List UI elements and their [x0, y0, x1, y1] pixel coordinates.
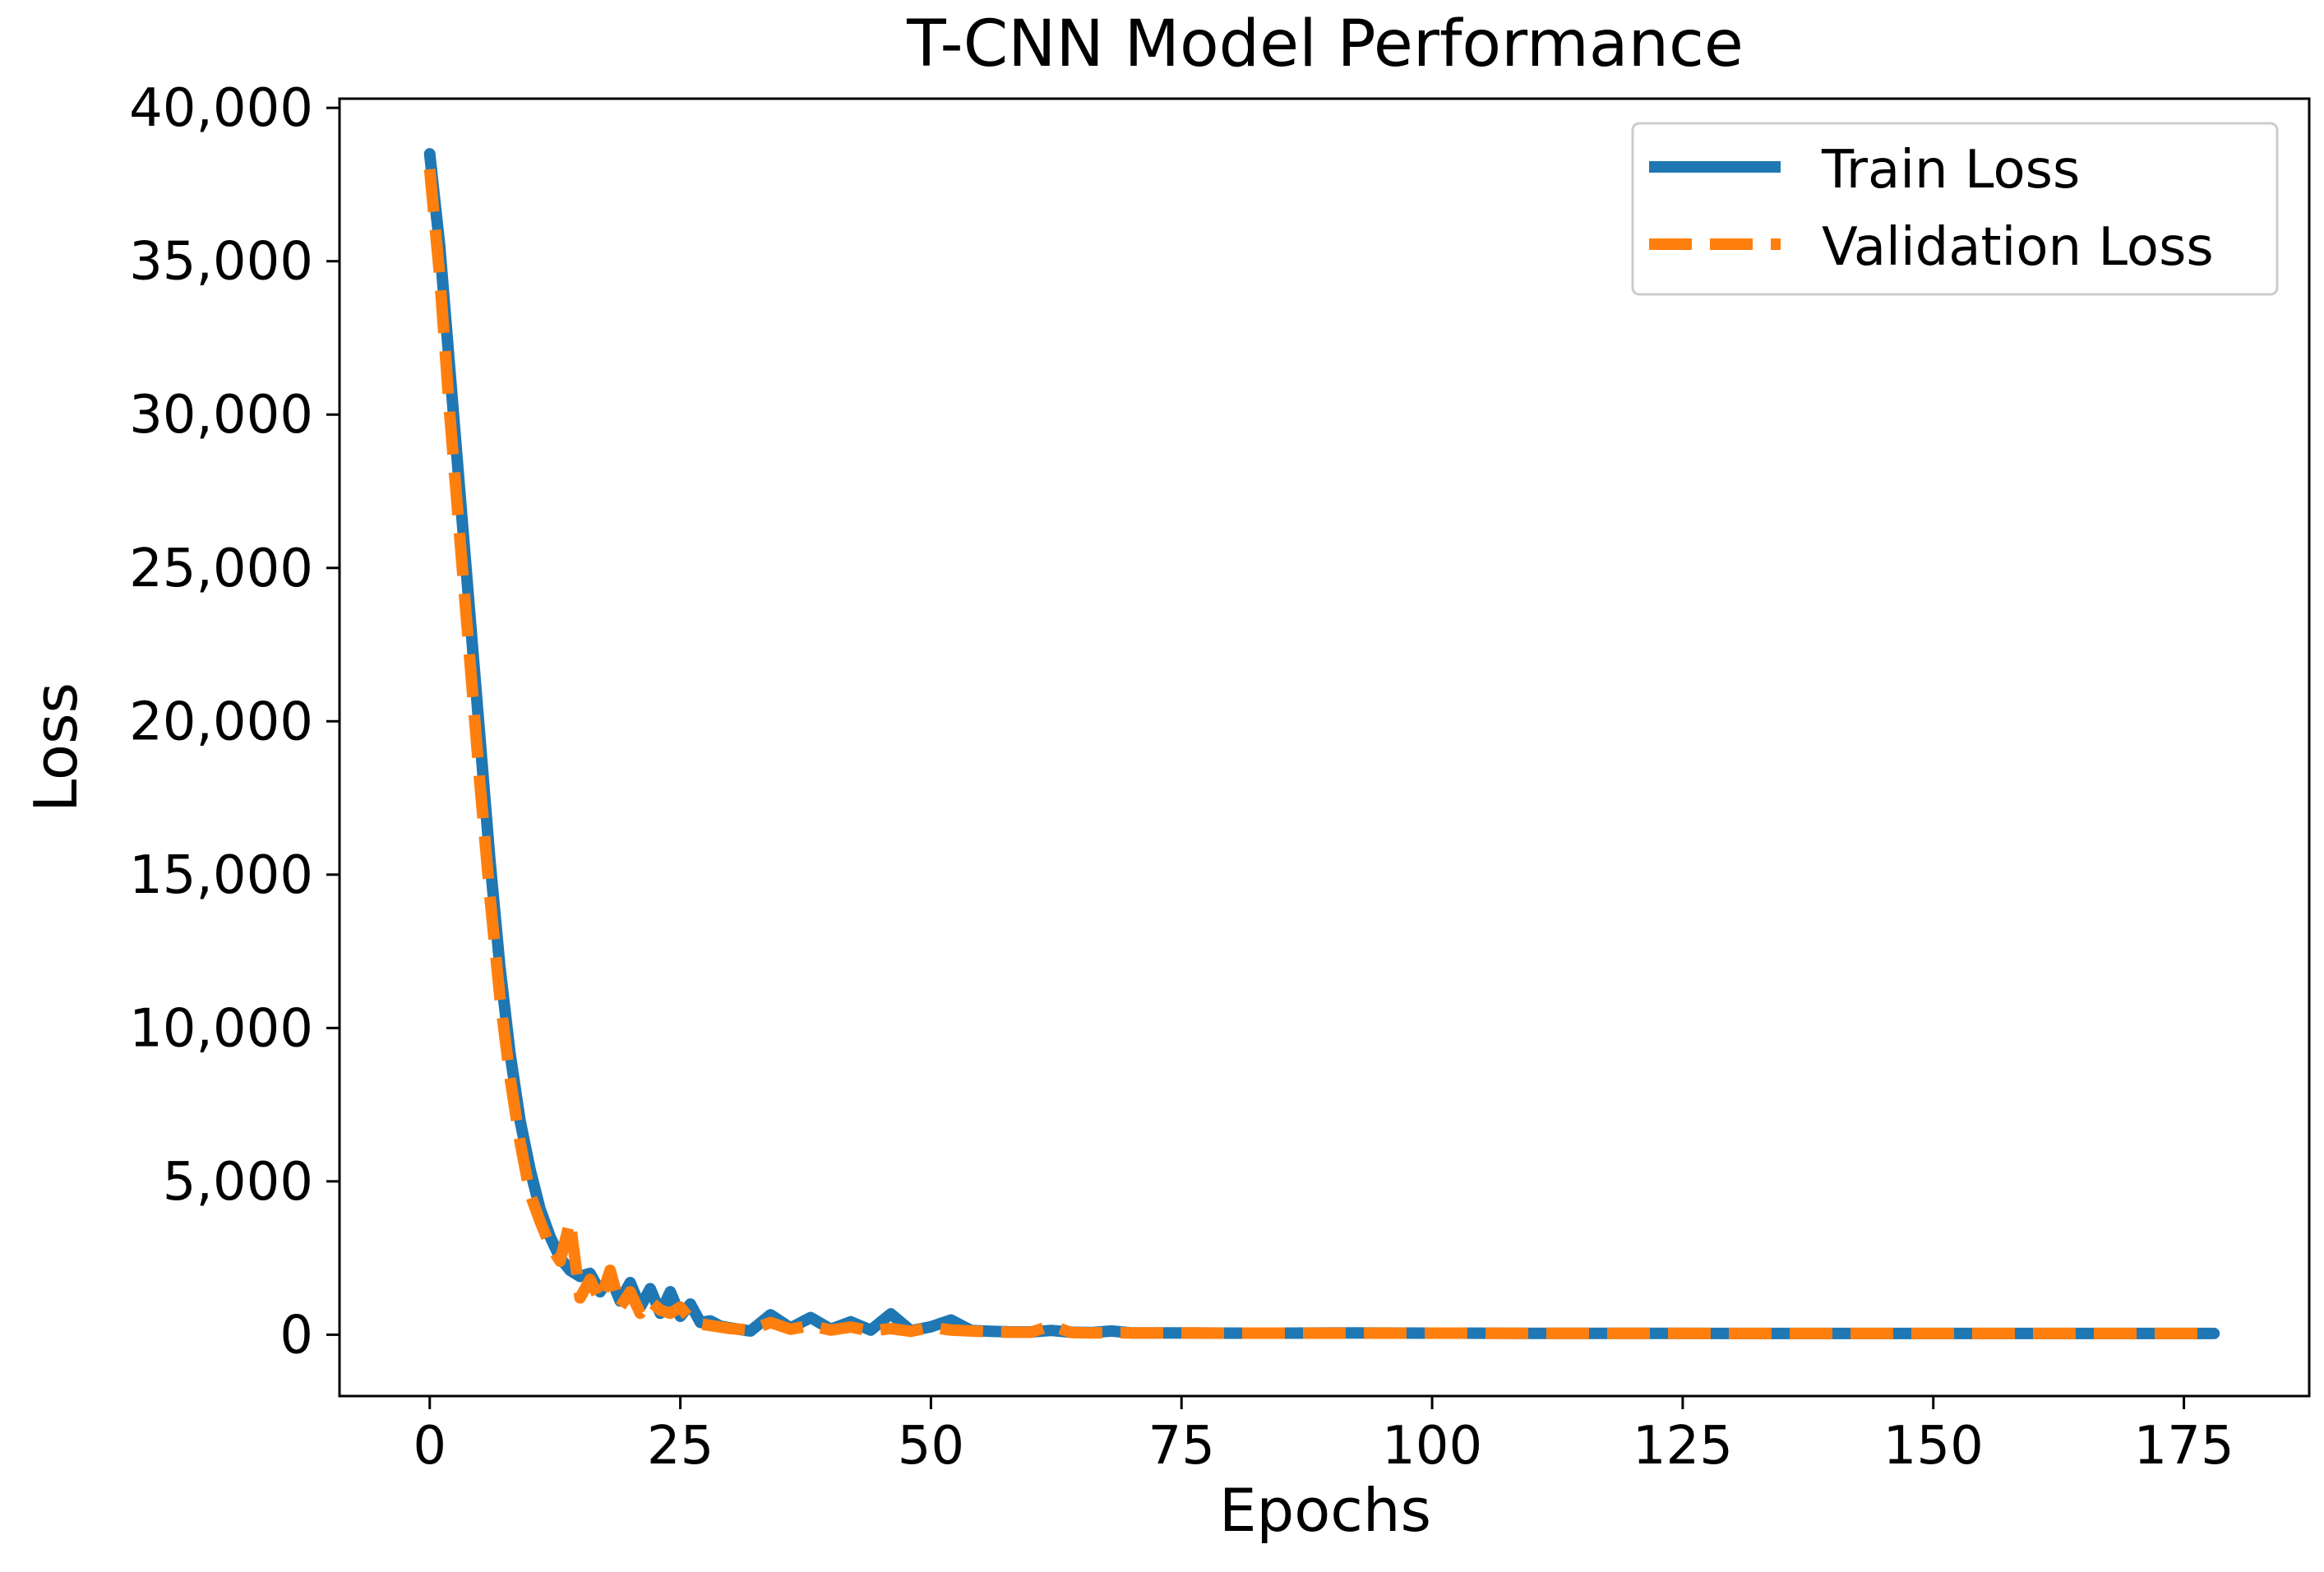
x-tick-label: 100	[1382, 1416, 1482, 1477]
y-tick-label: 40,000	[129, 78, 313, 139]
y-tick-label: 30,000	[129, 385, 313, 446]
y-tick-label: 20,000	[129, 691, 313, 752]
x-tick-label: 125	[1633, 1416, 1733, 1477]
x-axis-label: Epochs	[1219, 1476, 1431, 1545]
plot-frame	[338, 97, 2311, 1398]
x-tick-label: 50	[898, 1416, 964, 1477]
y-tick-label: 0	[280, 1305, 313, 1366]
x-tick-label: 0	[413, 1416, 446, 1477]
x-tick-label: 25	[647, 1416, 714, 1477]
x-axis-ticks: 0 25 50 75 100 125 150 175	[413, 1396, 2234, 1477]
series-line-validation-loss	[423, 169, 2215, 1339]
legend-box	[1631, 122, 2279, 296]
x-tick-label: 150	[1883, 1416, 1984, 1477]
y-tick-label: 5,000	[163, 1152, 313, 1213]
y-axis-label: Loss	[21, 682, 90, 812]
chart-title: T-CNN Model Performance	[906, 7, 1744, 81]
legend-train-loss-label: Train Loss	[1821, 140, 2080, 201]
legend-validation-loss-label: Validation Loss	[1822, 217, 2214, 278]
y-axis-ticks: 0 5,000 10,000 15,000 20,000 25,000 30,000 35,0…	[129, 78, 340, 1366]
x-tick-label: 75	[1148, 1416, 1215, 1477]
x-tick-label: 175	[2134, 1416, 2234, 1477]
y-tick-label: 10,000	[129, 998, 313, 1059]
legend: Train Loss Validation Loss	[1631, 122, 2279, 296]
y-tick-label: 25,000	[129, 539, 313, 599]
y-tick-label: 35,000	[129, 232, 313, 293]
y-tick-label: 15,000	[129, 845, 313, 906]
series-layer	[423, 148, 2220, 1339]
